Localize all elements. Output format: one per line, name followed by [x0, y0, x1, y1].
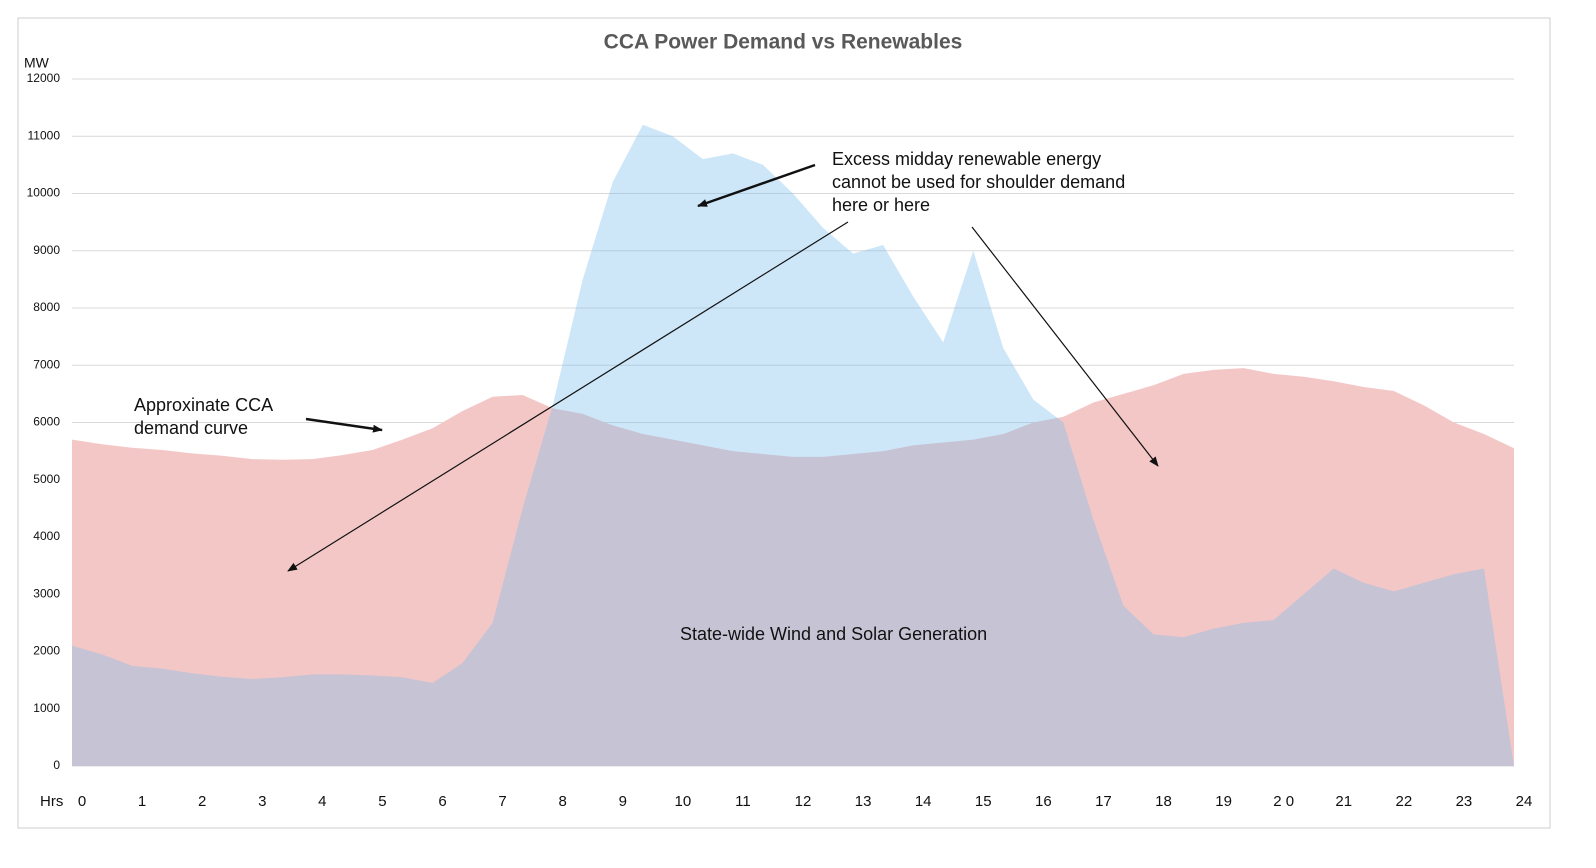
arrow [287, 221, 849, 572]
x-tick-label: 4 [318, 793, 326, 810]
x-tick-label: 14 [915, 793, 932, 810]
x-tick-label: 22 [1395, 793, 1412, 810]
y-tick-label: 5000 [33, 472, 60, 486]
y-tick-label: 9000 [33, 243, 60, 257]
x-tick-label: 12 [795, 793, 812, 810]
series-label: State-wide Wind and Solar Generation [680, 624, 987, 644]
x-tick-label: 2 [198, 793, 206, 810]
x-tick-label: 21 [1335, 793, 1352, 810]
y-tick-label: 7000 [33, 357, 60, 371]
y-tick-label: 8000 [33, 300, 60, 314]
annotation: cannot be used for shoulder demand [832, 172, 1125, 192]
annotation: demand curve [134, 418, 248, 438]
x-tick-label: 15 [975, 793, 992, 810]
x-axis-label: Hrs [40, 793, 63, 810]
x-tick-label: 7 [498, 793, 506, 810]
x-tick-label: 23 [1456, 793, 1473, 810]
annotation: here or here [832, 195, 930, 215]
x-tick-label: 18 [1155, 793, 1172, 810]
x-tick-label: 2 0 [1273, 793, 1294, 810]
x-tick-label: 6 [438, 793, 446, 810]
x-tick-label: 16 [1035, 793, 1052, 810]
y-tick-label: 10000 [27, 186, 61, 200]
y-tick-label: 0 [53, 758, 60, 772]
x-tick-label: 3 [258, 793, 266, 810]
x-tick-label: 24 [1516, 793, 1533, 810]
x-tick-label: 5 [378, 793, 386, 810]
arrow [305, 417, 383, 433]
annotation: Approxinate CCA [134, 395, 273, 415]
y-tick-label: 2000 [33, 644, 60, 658]
x-tick-label: 8 [558, 793, 566, 810]
y-tick-label: 1000 [33, 701, 60, 715]
x-tick-label: 1 [138, 793, 146, 810]
x-tick-label: 10 [674, 793, 691, 810]
x-tick-label: 13 [855, 793, 872, 810]
plot-area [72, 124, 1514, 767]
arrow [697, 163, 816, 208]
x-tick-label: 9 [619, 793, 627, 810]
x-tick-label: 0 [78, 793, 86, 810]
area [72, 368, 1514, 766]
arrow [971, 226, 1159, 467]
y-tick-label: 11000 [28, 128, 61, 142]
chart-title: CCA Power Demand vs Renewables [604, 31, 963, 54]
y-tick-label: 12000 [27, 71, 61, 85]
x-tick-label: 19 [1215, 793, 1232, 810]
x-tick-label: 17 [1095, 793, 1112, 810]
area [72, 124, 1514, 767]
y-axis-label: MW [24, 55, 50, 71]
y-tick-label: 4000 [33, 529, 60, 543]
y-tick-label: 6000 [33, 415, 60, 429]
y-tick-label: 3000 [33, 586, 60, 600]
annotation: Excess midday renewable energy [832, 149, 1101, 169]
x-tick-label: 11 [735, 793, 751, 810]
